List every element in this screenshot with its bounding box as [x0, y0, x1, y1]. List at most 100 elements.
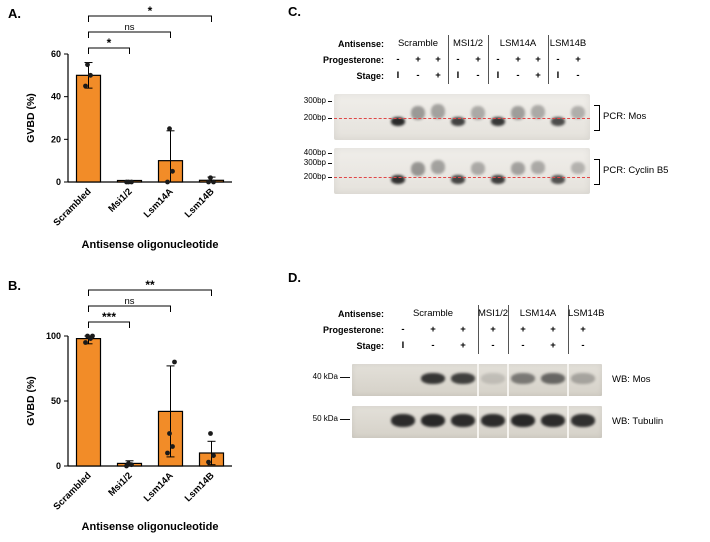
- significance-label: *: [107, 36, 112, 50]
- y-tick-label: 0: [56, 461, 61, 471]
- progesterone-value: +: [575, 54, 581, 65]
- x-tick-label: Lsm14A: [142, 186, 176, 220]
- antisense-group-name: MSI1/2: [478, 308, 509, 319]
- antisense-row-label: Antisense:: [337, 309, 384, 319]
- group-separator: [548, 35, 549, 84]
- stage-row-label: Stage:: [356, 71, 384, 81]
- x-axis-title: Antisense oligonucleotide: [82, 239, 219, 251]
- y-tick-label: 50: [51, 396, 61, 406]
- progesterone-value: +: [490, 324, 496, 335]
- data-point: [88, 72, 93, 78]
- gel-band: [471, 105, 485, 120]
- data-point: [83, 83, 88, 89]
- panel-b: B. 0 50 100 GVBD (%) Scrambled Msi1/2 Lsm14A Ls…: [0, 270, 260, 542]
- ladder-tick: [328, 162, 332, 164]
- significance-bracket: [88, 289, 212, 296]
- antisense-group-name: MSI1/2: [452, 38, 484, 49]
- progesterone-value: +: [415, 54, 421, 65]
- gvbd-bar-chart-a: 0 20 40 60 GVBD (%) Scrambled Msi1/2 Lsm14A Lsm1…: [25, 4, 232, 251]
- molecular-weight-tick: [340, 377, 350, 379]
- stage-value: +: [435, 70, 441, 81]
- ladder-label: 200bp: [303, 112, 326, 122]
- data-point: [126, 461, 131, 466]
- stage-row-label: Stage:: [356, 341, 384, 351]
- significance-bracket: [88, 15, 212, 22]
- molecular-weight-label: 50 kDa: [312, 414, 338, 424]
- ladder-tick: [328, 176, 332, 178]
- progesterone-value: +: [460, 324, 466, 335]
- blot-seam: [567, 364, 569, 396]
- gel-band: [531, 105, 545, 119]
- data-point: [85, 333, 90, 339]
- data-point: [208, 431, 213, 436]
- ladder-tick: [328, 117, 332, 119]
- stage-value: I: [496, 70, 500, 81]
- ladder-tick: [328, 152, 332, 154]
- significance-label: **: [145, 278, 155, 292]
- significance-label: *: [148, 4, 153, 18]
- data-point: [211, 179, 216, 185]
- gel-band: [551, 117, 565, 127]
- panel-d-label: D.: [288, 270, 301, 285]
- gel-band: [411, 161, 425, 176]
- gel-band: [411, 105, 425, 120]
- data-point: [206, 179, 211, 185]
- group-separator: [448, 35, 449, 84]
- gel-band: [531, 160, 545, 174]
- progesterone-value: +: [475, 54, 481, 65]
- blot-band: [391, 413, 415, 427]
- gel-band: [491, 117, 505, 127]
- significance-bracket: [88, 31, 171, 38]
- y-tick-label: 100: [46, 331, 61, 341]
- significance-label: ns: [124, 22, 134, 33]
- blot-caption: WB: Tubulin: [612, 416, 664, 427]
- blot-seam: [477, 364, 479, 396]
- gel-image: [334, 94, 590, 140]
- progesterone-value: +: [515, 54, 521, 65]
- gel-band: [451, 117, 465, 127]
- x-tick-label: Scrambled: [51, 470, 93, 512]
- panel-a-label: A.: [8, 6, 21, 21]
- stage-value: -: [521, 340, 525, 351]
- progesterone-value: -: [556, 54, 560, 65]
- gel-band: [571, 161, 585, 174]
- blot-band: [451, 372, 475, 384]
- progesterone-value: +: [430, 324, 436, 335]
- gel-band: [391, 174, 405, 184]
- right-bracket: [594, 159, 600, 185]
- gel-caption: PCR: Cyclin B5: [603, 165, 669, 176]
- stage-value: -: [416, 70, 420, 81]
- gel-image: [334, 148, 590, 194]
- size-reference-line: [334, 117, 590, 119]
- gel-band: [511, 161, 525, 175]
- x-tick-label: Lsm14B: [183, 186, 217, 220]
- antisense-group-name: Scramble: [412, 308, 454, 319]
- blot-band: [571, 413, 595, 427]
- blot-band: [481, 372, 505, 384]
- gel-band: [391, 117, 405, 127]
- progesterone-value: -: [401, 324, 405, 335]
- group-separator: [508, 305, 509, 354]
- data-point: [211, 453, 216, 458]
- x-tick-label: Msi1/2: [106, 186, 134, 214]
- ladder-label: 200bp: [303, 171, 326, 181]
- data-point: [83, 340, 88, 345]
- blot-seam: [507, 364, 509, 396]
- ladder-label: 300bp: [303, 157, 326, 167]
- antisense-group-name: LSM14A: [499, 38, 537, 49]
- antisense-row-label: Antisense:: [337, 39, 384, 49]
- significance-label: ***: [102, 310, 116, 324]
- blot-seam: [567, 406, 569, 438]
- y-tick-label: 0: [56, 177, 61, 187]
- y-tick-label: 60: [51, 49, 61, 59]
- x-tick-label: Scrambled: [51, 186, 93, 228]
- gel-band: [511, 105, 525, 120]
- gel-band: [431, 104, 445, 119]
- data-point: [208, 175, 213, 181]
- stage-value: I: [556, 70, 560, 81]
- blot-band: [511, 413, 535, 427]
- data-point: [170, 444, 175, 449]
- blot-caption: WB: Mos: [612, 374, 651, 385]
- data-point: [85, 62, 90, 68]
